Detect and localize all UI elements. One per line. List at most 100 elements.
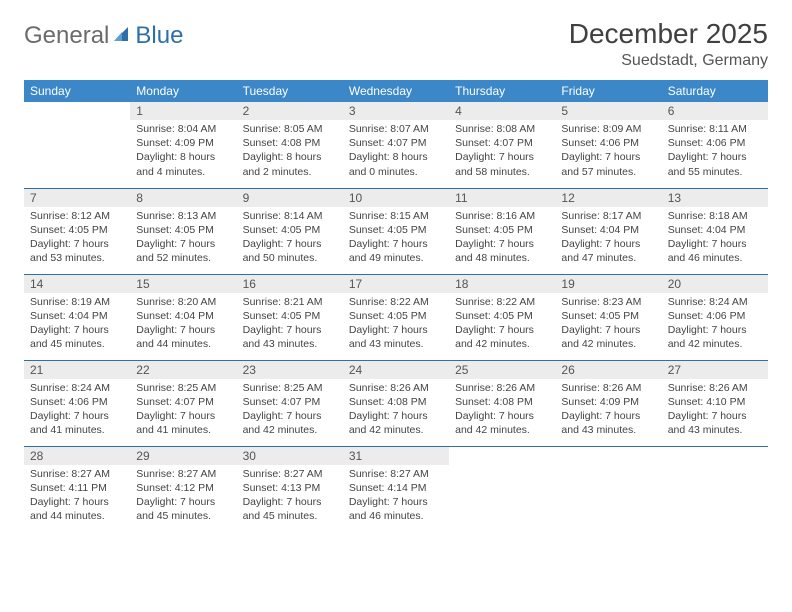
- calendar-week-row: 21Sunrise: 8:24 AMSunset: 4:06 PMDayligh…: [24, 360, 768, 446]
- sunset-line: Sunset: 4:14 PM: [349, 481, 443, 495]
- daylight-line: Daylight: 7 hours and 43 minutes.: [668, 409, 762, 437]
- calendar-cell: 17Sunrise: 8:22 AMSunset: 4:05 PMDayligh…: [343, 274, 449, 360]
- cell-body: Sunrise: 8:25 AMSunset: 4:07 PMDaylight:…: [237, 379, 343, 442]
- calendar-cell: 28Sunrise: 8:27 AMSunset: 4:11 PMDayligh…: [24, 446, 130, 532]
- cell-body: Sunrise: 8:23 AMSunset: 4:05 PMDaylight:…: [555, 293, 661, 356]
- calendar-table: SundayMondayTuesdayWednesdayThursdayFrid…: [24, 80, 768, 532]
- calendar-cell: 14Sunrise: 8:19 AMSunset: 4:04 PMDayligh…: [24, 274, 130, 360]
- sunrise-line: Sunrise: 8:26 AM: [668, 381, 762, 395]
- day-number: 4: [449, 102, 555, 120]
- sunset-line: Sunset: 4:07 PM: [243, 395, 337, 409]
- sunrise-line: Sunrise: 8:18 AM: [668, 209, 762, 223]
- calendar-cell: 24Sunrise: 8:26 AMSunset: 4:08 PMDayligh…: [343, 360, 449, 446]
- sunset-line: Sunset: 4:08 PM: [349, 395, 443, 409]
- day-number: 17: [343, 275, 449, 293]
- calendar-cell: 19Sunrise: 8:23 AMSunset: 4:05 PMDayligh…: [555, 274, 661, 360]
- weekday-header: Thursday: [449, 80, 555, 102]
- calendar-cell: 8Sunrise: 8:13 AMSunset: 4:05 PMDaylight…: [130, 188, 236, 274]
- day-number: 24: [343, 361, 449, 379]
- cell-body: Sunrise: 8:04 AMSunset: 4:09 PMDaylight:…: [130, 120, 236, 183]
- daylight-line: Daylight: 7 hours and 42 minutes.: [349, 409, 443, 437]
- sunset-line: Sunset: 4:06 PM: [30, 395, 124, 409]
- calendar-cell: 9Sunrise: 8:14 AMSunset: 4:05 PMDaylight…: [237, 188, 343, 274]
- sunrise-line: Sunrise: 8:26 AM: [561, 381, 655, 395]
- sunrise-line: Sunrise: 8:27 AM: [349, 467, 443, 481]
- calendar-cell: 12Sunrise: 8:17 AMSunset: 4:04 PMDayligh…: [555, 188, 661, 274]
- sunrise-line: Sunrise: 8:04 AM: [136, 122, 230, 136]
- sunrise-line: Sunrise: 8:20 AM: [136, 295, 230, 309]
- cell-body: Sunrise: 8:22 AMSunset: 4:05 PMDaylight:…: [449, 293, 555, 356]
- sunset-line: Sunset: 4:07 PM: [455, 136, 549, 150]
- calendar-cell: 18Sunrise: 8:22 AMSunset: 4:05 PMDayligh…: [449, 274, 555, 360]
- calendar-cell: 26Sunrise: 8:26 AMSunset: 4:09 PMDayligh…: [555, 360, 661, 446]
- sunrise-line: Sunrise: 8:07 AM: [349, 122, 443, 136]
- calendar-week-row: 7Sunrise: 8:12 AMSunset: 4:05 PMDaylight…: [24, 188, 768, 274]
- cell-body: Sunrise: 8:21 AMSunset: 4:05 PMDaylight:…: [237, 293, 343, 356]
- calendar-week-row: 14Sunrise: 8:19 AMSunset: 4:04 PMDayligh…: [24, 274, 768, 360]
- daylight-line: Daylight: 8 hours and 0 minutes.: [349, 150, 443, 178]
- sunrise-line: Sunrise: 8:26 AM: [349, 381, 443, 395]
- day-number: 27: [662, 361, 768, 379]
- calendar-cell: 11Sunrise: 8:16 AMSunset: 4:05 PMDayligh…: [449, 188, 555, 274]
- daylight-line: Daylight: 7 hours and 47 minutes.: [561, 237, 655, 265]
- daylight-line: Daylight: 7 hours and 43 minutes.: [243, 323, 337, 351]
- weekday-header: Wednesday: [343, 80, 449, 102]
- daylight-line: Daylight: 7 hours and 55 minutes.: [668, 150, 762, 178]
- calendar-cell: 20Sunrise: 8:24 AMSunset: 4:06 PMDayligh…: [662, 274, 768, 360]
- sunrise-line: Sunrise: 8:14 AM: [243, 209, 337, 223]
- sunrise-line: Sunrise: 8:25 AM: [136, 381, 230, 395]
- sunset-line: Sunset: 4:05 PM: [455, 309, 549, 323]
- sunrise-line: Sunrise: 8:09 AM: [561, 122, 655, 136]
- day-number: 25: [449, 361, 555, 379]
- day-number: 29: [130, 447, 236, 465]
- cell-body: Sunrise: 8:26 AMSunset: 4:08 PMDaylight:…: [343, 379, 449, 442]
- sunset-line: Sunset: 4:05 PM: [349, 309, 443, 323]
- calendar-cell: 1Sunrise: 8:04 AMSunset: 4:09 PMDaylight…: [130, 102, 236, 188]
- daylight-line: Daylight: 8 hours and 2 minutes.: [243, 150, 337, 178]
- day-number: 31: [343, 447, 449, 465]
- sunset-line: Sunset: 4:09 PM: [136, 136, 230, 150]
- sunset-line: Sunset: 4:05 PM: [455, 223, 549, 237]
- daylight-line: Daylight: 7 hours and 41 minutes.: [30, 409, 124, 437]
- daylight-line: Daylight: 7 hours and 45 minutes.: [136, 495, 230, 523]
- calendar-cell: 7Sunrise: 8:12 AMSunset: 4:05 PMDaylight…: [24, 188, 130, 274]
- weekday-header: Sunday: [24, 80, 130, 102]
- sunset-line: Sunset: 4:05 PM: [561, 309, 655, 323]
- sunrise-line: Sunrise: 8:24 AM: [668, 295, 762, 309]
- sunset-line: Sunset: 4:05 PM: [243, 223, 337, 237]
- calendar-cell: 4Sunrise: 8:08 AMSunset: 4:07 PMDaylight…: [449, 102, 555, 188]
- sunrise-line: Sunrise: 8:27 AM: [30, 467, 124, 481]
- calendar-cell: 10Sunrise: 8:15 AMSunset: 4:05 PMDayligh…: [343, 188, 449, 274]
- sunset-line: Sunset: 4:10 PM: [668, 395, 762, 409]
- cell-body: Sunrise: 8:08 AMSunset: 4:07 PMDaylight:…: [449, 120, 555, 183]
- calendar-cell: 15Sunrise: 8:20 AMSunset: 4:04 PMDayligh…: [130, 274, 236, 360]
- sunrise-line: Sunrise: 8:08 AM: [455, 122, 549, 136]
- sunrise-line: Sunrise: 8:23 AM: [561, 295, 655, 309]
- daylight-line: Daylight: 7 hours and 49 minutes.: [349, 237, 443, 265]
- day-number: 22: [130, 361, 236, 379]
- daylight-line: Daylight: 7 hours and 44 minutes.: [136, 323, 230, 351]
- cell-body: Sunrise: 8:13 AMSunset: 4:05 PMDaylight:…: [130, 207, 236, 270]
- sunset-line: Sunset: 4:06 PM: [668, 136, 762, 150]
- daylight-line: Daylight: 7 hours and 45 minutes.: [243, 495, 337, 523]
- calendar-cell: 30 Sunrise: 8:27 AMSunset: 4:13 PMDayligh…: [237, 446, 343, 532]
- sunrise-line: Sunrise: 8:16 AM: [455, 209, 549, 223]
- sunrise-line: Sunrise: 8:27 AM: [243, 467, 337, 481]
- sunrise-line: Sunrise: 8:17 AM: [561, 209, 655, 223]
- calendar-cell: 5Sunrise: 8:09 AMSunset: 4:06 PMDaylight…: [555, 102, 661, 188]
- sunset-line: Sunset: 4:13 PM: [243, 481, 337, 495]
- calendar-cell: [662, 446, 768, 532]
- sunrise-line: Sunrise: 8:22 AM: [455, 295, 549, 309]
- day-number: 14: [24, 275, 130, 293]
- sunrise-line: Sunrise: 8:13 AM: [136, 209, 230, 223]
- logo-sail-icon: [111, 24, 131, 49]
- cell-body: Sunrise: 8:14 AMSunset: 4:05 PMDaylight:…: [237, 207, 343, 270]
- day-number: 30: [237, 447, 343, 465]
- sunrise-line: Sunrise: 8:05 AM: [243, 122, 337, 136]
- logo-text-general: General: [24, 22, 109, 50]
- daylight-line: Daylight: 7 hours and 43 minutes.: [561, 409, 655, 437]
- sunrise-line: Sunrise: 8:12 AM: [30, 209, 124, 223]
- sunrise-line: Sunrise: 8:11 AM: [668, 122, 762, 136]
- day-number: 1: [130, 102, 236, 120]
- daylight-line: Daylight: 8 hours and 4 minutes.: [136, 150, 230, 178]
